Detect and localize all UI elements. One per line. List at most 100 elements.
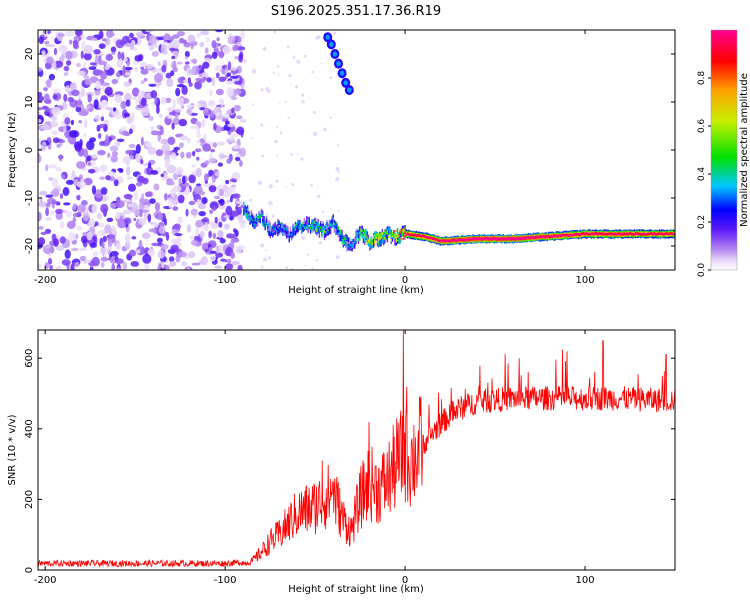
ridge-cell (536, 235, 538, 239)
ridge-cell (253, 218, 255, 223)
ridge-cell (400, 238, 402, 240)
noise-blob (131, 236, 137, 240)
ridge-cell (367, 240, 370, 247)
noise-blob (176, 84, 185, 88)
snr-panel: -200 -100 0 100 0 200 400 600 Height of straig… (7, 329, 676, 595)
ridge-cell (665, 233, 667, 235)
ridge-cell (483, 238, 486, 240)
noise-speck (271, 214, 275, 218)
noise-blob (197, 121, 202, 129)
noise-blob (68, 232, 76, 242)
ridge-cell (670, 233, 672, 235)
ridge-cell (477, 237, 479, 239)
noise-blob (140, 97, 147, 107)
ridge-cell (469, 239, 472, 241)
noise-blob (55, 211, 63, 220)
ridge-cell (323, 225, 326, 231)
noise-blob (104, 64, 110, 71)
ridge-cell (602, 232, 604, 235)
ridge-cell (585, 232, 588, 234)
noise-blob (73, 141, 83, 150)
colorbar-gradient (711, 30, 737, 270)
ridge-cell (313, 221, 316, 225)
ridge-cell (264, 222, 266, 229)
ridge-cell (379, 238, 381, 241)
noise-blob (148, 34, 157, 45)
noise-blob (111, 263, 115, 270)
noise-speck (337, 170, 340, 173)
ridge-cell (306, 216, 308, 223)
ridge-cell (284, 233, 287, 237)
noise-blob (87, 162, 92, 166)
ridge-cell (316, 224, 318, 230)
ridge-cell (345, 239, 347, 248)
ridge-cell (458, 239, 460, 241)
noise-blob (45, 217, 53, 221)
ridge-cell (613, 233, 615, 236)
noise-blob (194, 148, 202, 153)
noise-speck (333, 31, 337, 35)
ridge-cell (658, 232, 661, 235)
noise-blob (115, 267, 122, 270)
noise-blob (211, 40, 217, 49)
noise-speck (268, 200, 273, 206)
ridge-cell (566, 234, 569, 236)
ridge-cell (383, 231, 385, 235)
ridge-cell (437, 239, 439, 241)
ridge-cell (320, 226, 322, 229)
noise-blob (71, 89, 80, 97)
noise-blob (204, 47, 209, 54)
noise-blob (217, 230, 224, 238)
ridge-cell (650, 233, 652, 235)
ridge-cell (328, 222, 331, 226)
ridge-cell (417, 234, 419, 236)
ridge-cell (348, 238, 351, 240)
ridge-cell (268, 231, 270, 236)
ridge-cell (411, 234, 414, 236)
noise-blob (121, 130, 129, 136)
ridge-cell (268, 225, 270, 227)
ridge-cell (394, 236, 396, 246)
noise-blob (112, 107, 117, 112)
ridge-cell (286, 232, 288, 239)
ridge-cell (652, 233, 654, 236)
noise-blob (204, 248, 209, 253)
noise-blob (68, 39, 73, 45)
y-tick-label: 20 (24, 48, 35, 61)
noise-speck (284, 100, 287, 103)
noise-blob (140, 159, 144, 165)
ridge-cell (394, 230, 396, 232)
ridge-cell (459, 238, 462, 240)
ridge-cell (282, 231, 284, 233)
spectrogram-y-label: Frequency (Hz) (7, 112, 18, 188)
ridge-cell (359, 236, 361, 241)
ridge-cell (393, 234, 395, 238)
ridge-cell (318, 229, 321, 238)
noise-blob (38, 263, 42, 269)
noise-blob (81, 235, 88, 244)
ridge-cell (374, 241, 376, 244)
ridge-cell (612, 233, 614, 235)
noise-blob (147, 162, 152, 169)
ridge-cell (401, 231, 404, 237)
ridge-cell (529, 236, 531, 240)
ridge-cell (569, 234, 571, 236)
noise-speck (273, 30, 277, 34)
noise-blob (148, 45, 154, 51)
ridge-cell (338, 237, 341, 239)
ridge-cell (399, 238, 401, 240)
noise-blob (133, 190, 139, 201)
noise-blob (45, 202, 51, 208)
ridge-cell (641, 233, 643, 236)
ridge-cell (304, 226, 307, 228)
noise-blob (76, 194, 81, 201)
ridge-cell (579, 234, 581, 236)
noise-blob (236, 126, 245, 136)
noise-blob (76, 62, 81, 68)
noise-blob (44, 40, 50, 45)
noise-blob (187, 77, 191, 84)
ridge-cell (357, 239, 360, 241)
ridge-cell (279, 226, 282, 231)
noise-blob (150, 90, 158, 99)
